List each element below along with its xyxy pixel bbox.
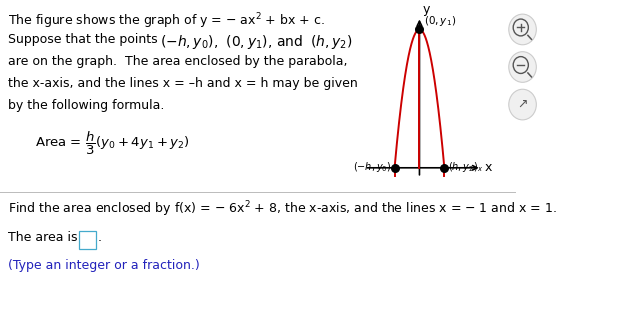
Text: $(h,y_2)_x$: $(h,y_2)_x$ [448, 160, 483, 174]
Text: ↗: ↗ [517, 98, 528, 111]
Text: x: x [484, 161, 492, 174]
Bar [78, 231, 97, 249]
Circle shape [508, 89, 536, 120]
Text: Area = $\dfrac{h}{3}$$(y_0 + 4y_1 + y_2)$: Area = $\dfrac{h}{3}$$(y_0 + 4y_1 + y_2)… [34, 130, 189, 157]
Text: y: y [422, 3, 429, 16]
Point [440, 165, 450, 170]
Text: (Type an integer or a fraction.): (Type an integer or a fraction.) [8, 259, 200, 272]
Text: Suppose that the points: Suppose that the points [8, 33, 162, 46]
Text: $(0,y_1)$: $(0,y_1)$ [424, 14, 456, 29]
Text: Find the area enclosed by f(x) = $-$ 6x$^2$ + 8, the x-axis, and the lines x = $: Find the area enclosed by f(x) = $-$ 6x$… [8, 199, 557, 219]
Circle shape [508, 52, 536, 82]
Point [414, 27, 424, 32]
Text: .: . [98, 231, 102, 244]
Circle shape [508, 14, 536, 45]
Text: are on the graph.  The area enclosed by the parabola,: are on the graph. The area enclosed by t… [8, 55, 347, 68]
Text: by the following formula.: by the following formula. [8, 99, 164, 112]
Text: The figure shows the graph of y = $-$ ax$^2$ + bx + c.: The figure shows the graph of y = $-$ ax… [8, 12, 325, 31]
Text: $(-h,y_0)$: $(-h,y_0)$ [352, 160, 391, 174]
Point [389, 165, 399, 170]
Text: the x-axis, and the lines x = –h and x = h may be given: the x-axis, and the lines x = –h and x =… [8, 77, 358, 90]
Text: The area is: The area is [8, 231, 78, 244]
Text: $(-h,y_0)$, $\;(0,y_1)$, and $\;(h,y_2)$: $(-h,y_0)$, $\;(0,y_1)$, and $\;(h,y_2)$ [161, 33, 353, 52]
